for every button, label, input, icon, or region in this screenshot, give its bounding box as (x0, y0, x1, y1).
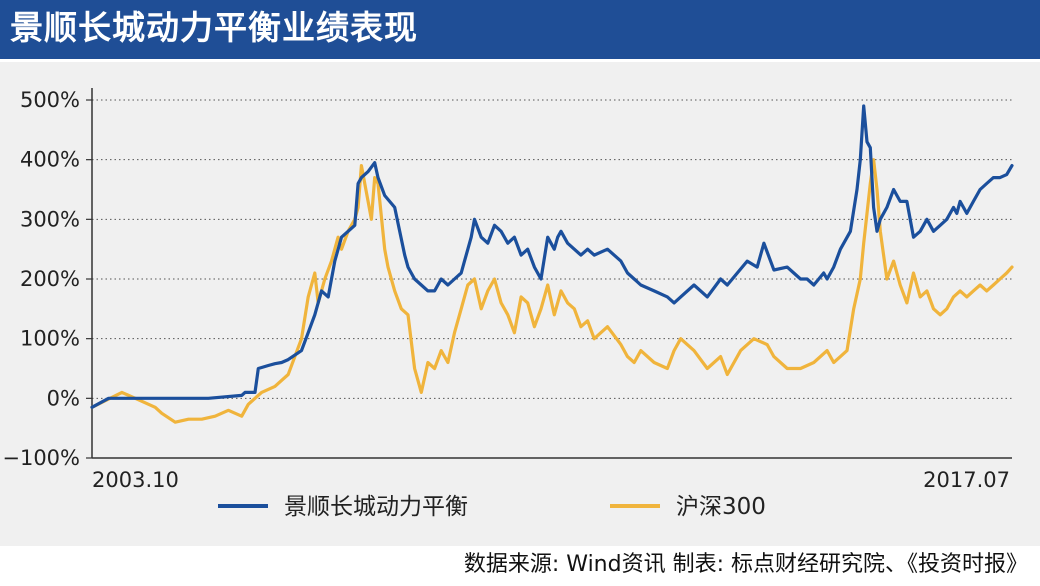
title-bar: 景顺长城动力平衡业绩表现 (0, 0, 1040, 56)
y-tick-label: 100% (20, 327, 80, 351)
chart-panel: 500% 400% 300% 200% 100% 0% −100% 2003.10 2017.0… (0, 62, 1040, 546)
x-tick-label-end: 2017.07 (923, 468, 1010, 492)
source-note: 数据来源: Wind资讯 制表: 标点财经研究院、《投资时报》 (463, 552, 1028, 577)
line-chart: 500% 400% 300% 200% 100% 0% −100% 2003.10 2017.0… (2, 88, 1014, 520)
y-tick-label: 500% (20, 88, 80, 112)
x-tick-label-start: 2003.10 (92, 468, 179, 492)
legend-label-1: 沪深300 (676, 494, 766, 520)
page-title: 景顺长城动力平衡业绩表现 (10, 8, 418, 47)
y-tick-label: 0% (47, 386, 80, 410)
y-tick-label: 200% (20, 267, 80, 291)
y-tick-label: 300% (20, 207, 80, 231)
legend-label-0: 景顺长城动力平衡 (284, 494, 468, 520)
series-line-0 (90, 104, 1014, 409)
title-underline (0, 56, 1040, 59)
y-tick-label: 400% (20, 148, 80, 172)
y-tick-label: −100% (2, 446, 80, 470)
